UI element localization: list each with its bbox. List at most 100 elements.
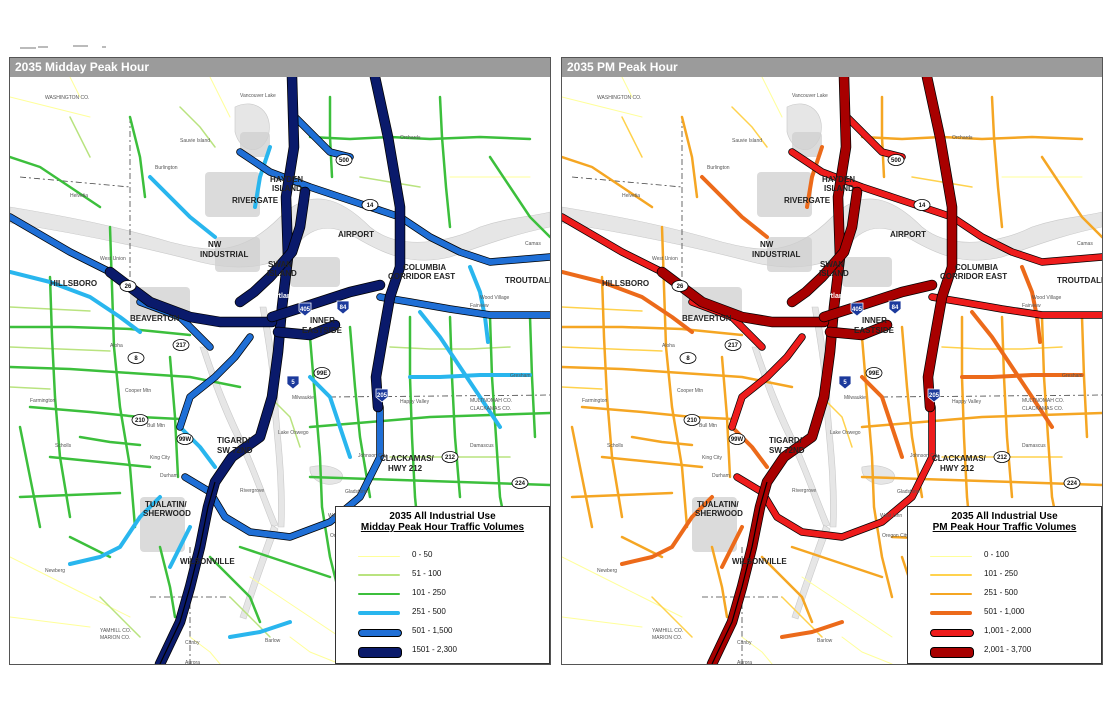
place-label: Scholls (55, 443, 72, 449)
road-segment (630, 435, 694, 447)
legend-title: 2035 All Industrial Use Midday Peak Hour… (336, 511, 549, 533)
svg-text:500: 500 (891, 158, 902, 164)
legend-item: 101 - 250 (908, 566, 1101, 584)
road-segment (860, 135, 1084, 141)
road-segment (10, 346, 111, 352)
route-shield: 5 (838, 375, 852, 390)
place-label: Canby (185, 640, 200, 646)
road-segment (155, 77, 299, 664)
svg-text:405: 405 (300, 307, 311, 313)
place-label: Fairview (1022, 303, 1041, 309)
route-shield: 210 (683, 414, 701, 426)
svg-text:210: 210 (687, 418, 698, 424)
road-segment (308, 411, 550, 429)
road-segment (488, 155, 550, 239)
road-segment (657, 267, 829, 327)
road-segment (720, 355, 732, 479)
route-shield: 212 (441, 451, 459, 463)
legend-swatch (358, 611, 400, 615)
place-label: Aurora (185, 660, 200, 664)
place-label: Milwaukie (844, 395, 866, 401)
district-label: SHERWOOD (695, 509, 743, 518)
road-segment (308, 375, 352, 459)
road-segment (249, 576, 341, 638)
place-label: Helvetia (622, 193, 640, 199)
place-label: Sauvie Island (732, 138, 762, 144)
road-segment (570, 425, 594, 529)
district-label: INNER (862, 316, 887, 325)
route-shield: 99W (176, 433, 194, 445)
urban-area (240, 132, 270, 157)
svg-text:212: 212 (445, 455, 456, 461)
place-label: Gladstone (345, 489, 368, 495)
road-segment (168, 525, 192, 569)
urban-area (215, 237, 260, 272)
district-label: CORRIDOR EAST (388, 272, 455, 281)
legend-swatch (930, 629, 974, 637)
legend-label: 0 - 50 (412, 550, 433, 559)
urban-area (290, 257, 340, 287)
road-segment (208, 555, 262, 624)
road-segment (562, 96, 643, 118)
route-shield: 405 (850, 302, 864, 317)
road-segment (10, 214, 113, 275)
place-label: YAMHILL CO. (100, 628, 131, 634)
road-segment (860, 411, 1102, 429)
road-segment (621, 116, 643, 158)
district-label: HILLSBORO (50, 279, 97, 288)
place-label: Rivergrove (240, 488, 264, 494)
district-label: TROUTDALE (505, 276, 550, 285)
road-segment (620, 495, 714, 566)
place-label: Burlington (155, 165, 178, 171)
district-label: BEAVERTON (130, 314, 180, 323)
place-label: YAMHILL CO. (652, 628, 683, 634)
road-segment (10, 270, 142, 334)
legend-title-line2: PM Peak Hour Traffic Volumes (932, 522, 1077, 533)
place-label: King City (150, 455, 171, 461)
place-label: Helvetia (70, 193, 88, 199)
water-body (309, 465, 343, 485)
road-segment (308, 475, 550, 487)
road-segment (438, 95, 452, 229)
svg-text:99E: 99E (317, 371, 328, 377)
road-segment (860, 375, 904, 459)
road-segment (10, 386, 51, 390)
route-shield: 99E (313, 367, 331, 379)
road-segment (209, 77, 231, 118)
district-label: TUALATIN/ (697, 500, 739, 509)
road-segment (370, 77, 405, 412)
road-segment (860, 335, 894, 599)
svg-text:224: 224 (515, 481, 526, 487)
road-segment (787, 187, 862, 307)
road-segment (970, 310, 1054, 429)
district-label: HILLSBORO (602, 279, 649, 288)
svg-text:224: 224 (1067, 481, 1078, 487)
svg-text:405: 405 (852, 307, 863, 313)
place-label: Aloha (662, 343, 675, 349)
district-label: INDUSTRIAL (200, 250, 249, 259)
road-segment (99, 596, 141, 638)
place-label: Wood Village (480, 295, 509, 301)
district-label: ISLAND (272, 184, 302, 193)
place-label: Barlow (817, 638, 833, 644)
route-shield: 84 (888, 300, 902, 315)
district-label: COLUMBIA (955, 263, 998, 272)
legend-swatch (930, 555, 972, 557)
road-segment (1000, 315, 1014, 499)
place-label: MULTNOMAH CO. (470, 398, 512, 404)
road-segment (841, 636, 893, 664)
route-shield: 99E (865, 367, 883, 379)
district-label: RIVERGATE (232, 196, 279, 205)
traffic-map: Burlington Helvetia West Union Farmington Sc… (562, 77, 1102, 664)
road-segment (189, 636, 221, 664)
place-label: Milwaukie (292, 395, 314, 401)
legend: 2035 All Industrial Use PM Peak Hour Tra… (907, 506, 1102, 664)
svg-text:26: 26 (677, 284, 684, 290)
place-label: West Union (652, 256, 678, 262)
place-label: Rivergrove (792, 488, 816, 494)
county-boundary (19, 117, 550, 664)
urban-area (842, 257, 892, 287)
road-segment (68, 495, 162, 566)
place-label: Burlington (707, 165, 730, 171)
place-label: Vancouver Lake (792, 93, 828, 99)
